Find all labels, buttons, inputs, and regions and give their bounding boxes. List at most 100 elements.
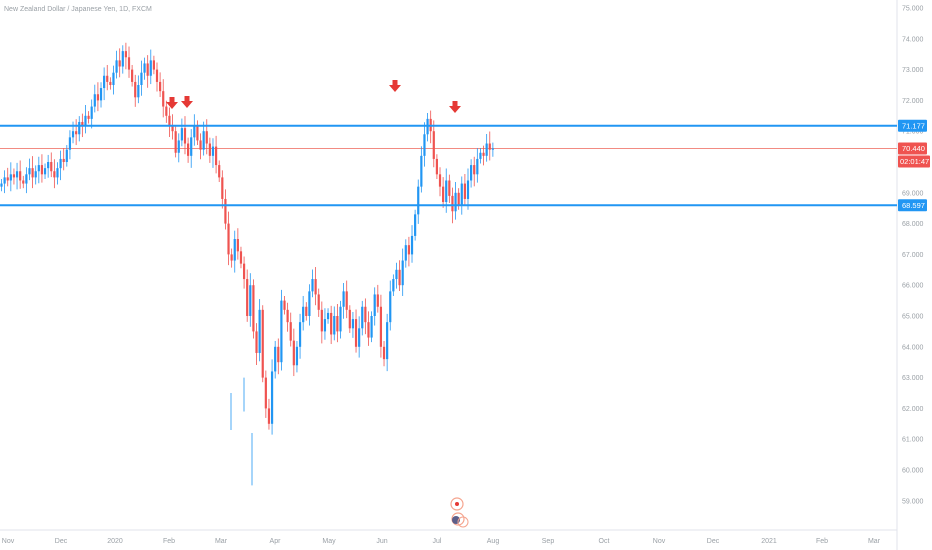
x-tick-label: May: [322, 538, 336, 545]
candle-body: [40, 165, 44, 175]
candle-body: [270, 371, 274, 424]
x-tick-label: 2020: [107, 538, 123, 545]
y-tick-label: 60.000: [902, 468, 924, 475]
candle-body: [314, 279, 317, 295]
candle-body: [491, 148, 494, 150]
candle-body: [395, 269, 398, 280]
y-tick-label: 65.000: [902, 314, 924, 321]
candle-body: [15, 171, 19, 178]
candle-body: [392, 279, 395, 292]
candle-body: [96, 94, 100, 101]
candle-body: [214, 146, 218, 166]
candle-body: [208, 143, 211, 156]
candle-body: [28, 168, 31, 175]
event-flag-ring: [457, 516, 469, 528]
candle-body: [258, 309, 261, 353]
candle-body: [22, 180, 25, 184]
candle-body: [31, 168, 34, 178]
candle-body: [302, 306, 305, 323]
candle-body: [242, 263, 246, 280]
x-tick-label: 2021: [761, 538, 777, 545]
candle-body: [121, 51, 124, 67]
candle-body: [127, 57, 131, 70]
candle-body: [435, 158, 438, 175]
candle-body: [326, 312, 330, 320]
candle-body: [180, 128, 183, 141]
candle-body: [68, 137, 72, 150]
candle-body: [205, 131, 208, 144]
y-tick-label: 67.000: [902, 252, 924, 259]
candle-body: [379, 306, 383, 347]
candle-body: [283, 300, 286, 310]
y-tick-label: 69.000: [902, 190, 924, 197]
candle-body: [155, 69, 159, 82]
candle-body: [93, 94, 96, 107]
price-badge-label: 68.597: [902, 201, 925, 210]
x-tick-label: Dec: [707, 538, 720, 545]
candle-body: [295, 346, 299, 366]
candle-body: [398, 269, 401, 286]
candle-body: [239, 251, 243, 264]
candle-body: [47, 162, 50, 169]
y-tick-label: 64.000: [902, 344, 924, 351]
candle-body: [109, 81, 112, 85]
candle-body: [479, 152, 482, 159]
price-badge-label: 71.177: [902, 121, 925, 130]
x-tick-label: Sep: [542, 538, 555, 545]
candle-body: [305, 306, 308, 316]
y-tick-label: 61.000: [902, 437, 924, 444]
candle-body: [308, 291, 311, 316]
candle-body: [488, 143, 491, 150]
candle-body: [454, 192, 457, 212]
candle-body: [382, 346, 386, 360]
arrow-marker-icon: [181, 96, 193, 108]
candle-body: [211, 146, 215, 156]
candle-body: [221, 177, 224, 199]
candle-body: [12, 174, 16, 178]
candle-body: [333, 316, 336, 335]
candle-body: [75, 131, 78, 135]
candle-body: [292, 340, 295, 366]
chart-title: New Zealand Dollar / Japanese Yen, 1D, F…: [4, 6, 152, 13]
candle-body: [71, 131, 75, 138]
candle-body: [389, 291, 392, 323]
candle-body: [174, 131, 177, 153]
candle-body: [463, 183, 466, 199]
candle-body: [339, 306, 342, 332]
candle-body: [236, 239, 239, 252]
candle-body: [438, 174, 442, 187]
candle-body: [137, 85, 140, 98]
y-tick-label: 62.000: [902, 406, 924, 413]
candle-body: [364, 306, 367, 323]
candle-body: [274, 346, 277, 372]
candle-body: [190, 137, 193, 156]
candle-body: [124, 51, 127, 58]
candle-body: [3, 177, 6, 184]
candle-body: [171, 125, 174, 132]
candle-body: [162, 91, 165, 107]
candle-body: [376, 294, 379, 307]
candle-body: [168, 115, 171, 126]
candle-body: [345, 291, 348, 310]
candle-body: [140, 72, 143, 85]
candle-body: [298, 322, 302, 347]
candle-body: [401, 260, 404, 286]
x-tick-label: Nov: [2, 538, 15, 545]
candle-body: [280, 300, 283, 363]
candle-body: [330, 312, 333, 335]
candle-body: [342, 291, 345, 307]
candle-body: [193, 125, 196, 138]
x-tick-label: Mar: [215, 538, 228, 545]
candle-body: [37, 165, 40, 172]
candle-body: [25, 174, 28, 184]
candle-body: [246, 279, 249, 316]
candle-body: [482, 152, 485, 156]
candle-body: [9, 174, 12, 181]
candle-body: [146, 63, 149, 76]
candle-body: [311, 279, 314, 292]
candle-body: [62, 158, 65, 162]
candle-body: [99, 88, 103, 101]
candle-body: [84, 115, 87, 126]
